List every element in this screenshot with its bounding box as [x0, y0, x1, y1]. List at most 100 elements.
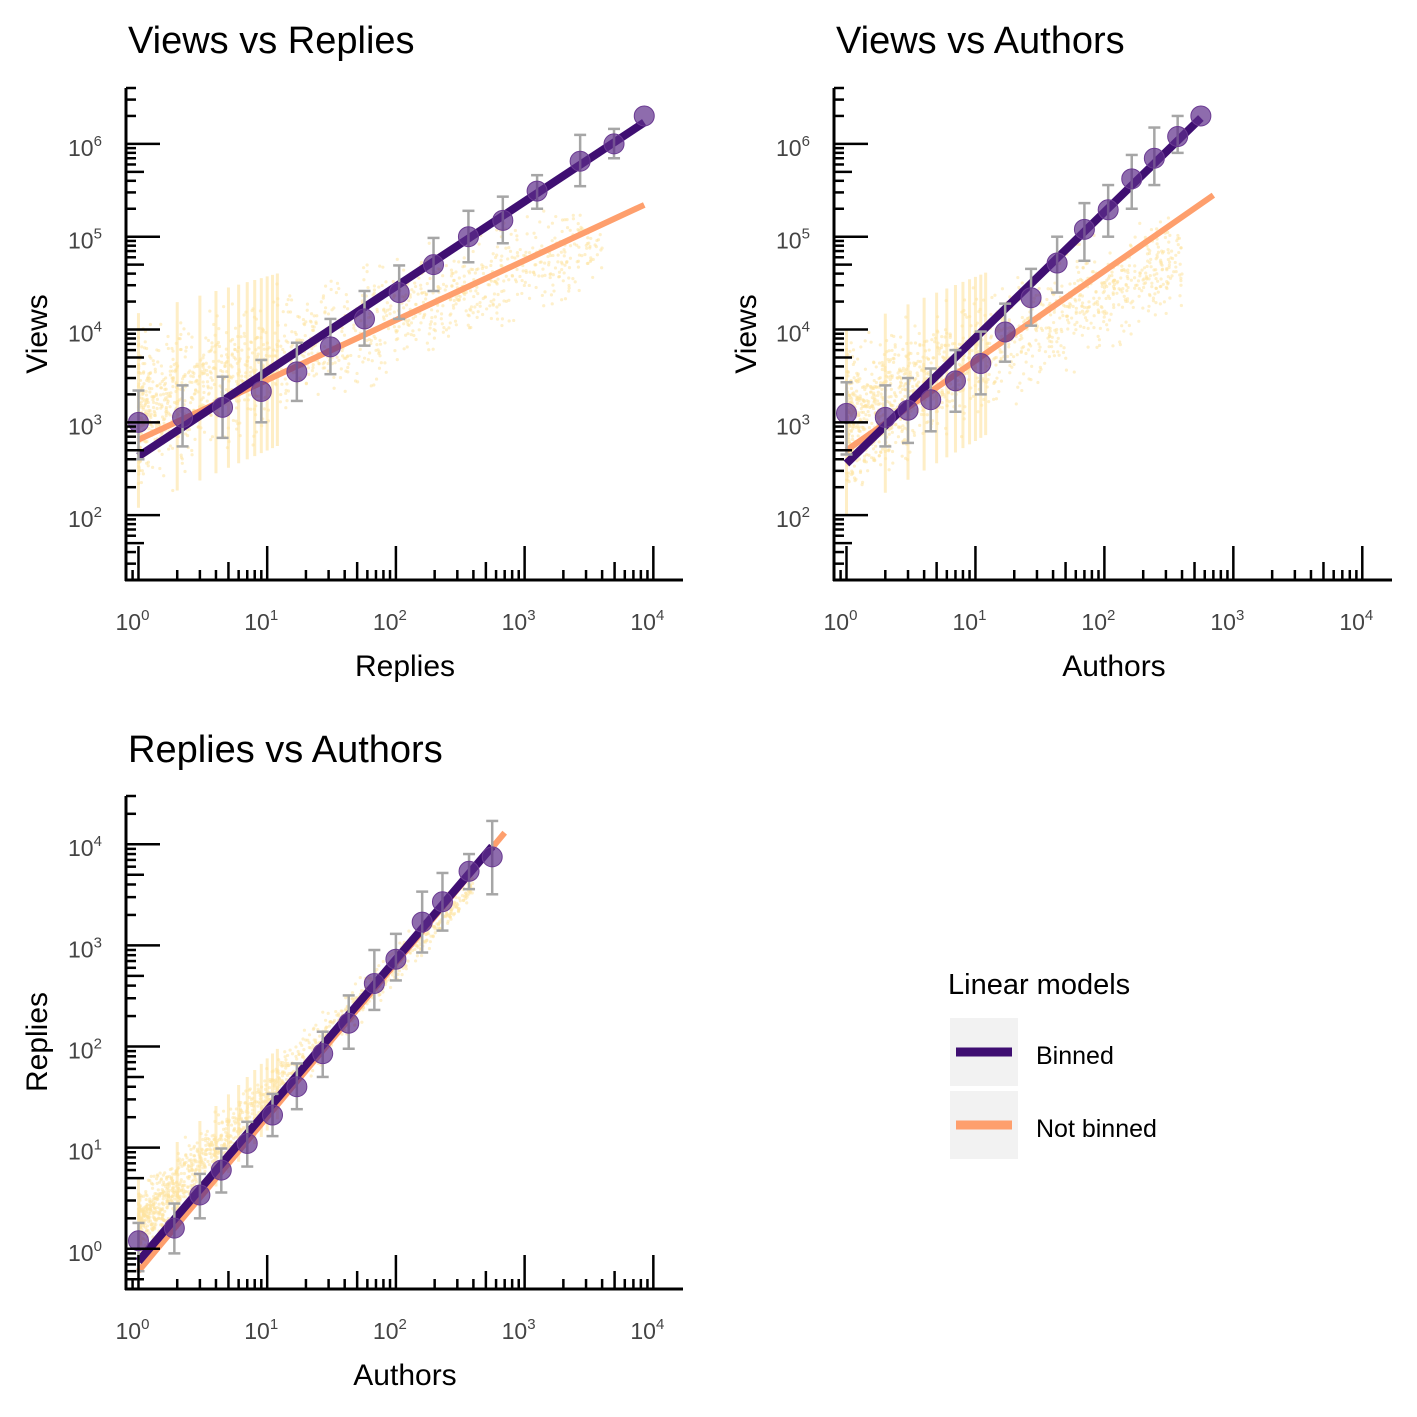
x-tick-base: 10	[630, 1318, 656, 1344]
raw-point	[464, 309, 468, 313]
raw-point	[890, 449, 895, 454]
raw-point	[500, 289, 504, 294]
raw-point	[1074, 306, 1078, 310]
raw-point	[181, 1190, 185, 1194]
raw-point	[162, 474, 166, 478]
x-tick-exponent: 1	[270, 607, 278, 624]
raw-point	[849, 472, 854, 477]
raw-point	[1134, 283, 1138, 287]
raw-point	[1125, 299, 1130, 303]
raw-point	[205, 399, 209, 403]
raw-point	[203, 1165, 207, 1170]
raw-point	[1153, 292, 1157, 296]
raw-point	[441, 330, 445, 334]
raw-point	[171, 349, 175, 353]
raw-point	[520, 291, 524, 296]
x-tick-exponent: 4	[656, 607, 664, 624]
raw-point	[189, 1147, 193, 1151]
raw-point	[201, 365, 205, 369]
raw-point	[549, 272, 553, 276]
raw-point	[518, 274, 522, 279]
raw-point	[442, 326, 446, 330]
raw-point	[158, 1191, 162, 1196]
raw-point	[876, 390, 880, 394]
raw-point	[263, 1079, 267, 1083]
raw-point	[1071, 304, 1075, 309]
raw-point	[160, 452, 164, 456]
raw-point	[350, 991, 355, 995]
raw-point	[522, 253, 526, 258]
raw-point	[495, 282, 499, 286]
raw-point	[182, 1180, 186, 1184]
x-tick-exponent: 1	[978, 607, 986, 624]
raw-point	[1150, 285, 1154, 289]
raw-point	[881, 402, 885, 406]
raw-point	[1167, 263, 1171, 267]
raw-point	[901, 366, 905, 370]
raw-point	[204, 1143, 208, 1147]
binned-point	[526, 180, 548, 202]
raw-point	[207, 391, 211, 395]
raw-point	[249, 1103, 254, 1108]
raw-point	[1133, 269, 1137, 274]
raw-point	[489, 279, 494, 283]
raw-point	[233, 357, 238, 361]
raw-point	[1132, 276, 1137, 280]
raw-point	[866, 402, 870, 406]
raw-point	[322, 360, 327, 364]
raw-point	[1098, 326, 1102, 330]
binned-point	[431, 891, 453, 913]
raw-point	[329, 287, 333, 292]
raw-point	[567, 265, 572, 270]
raw-point	[889, 403, 893, 407]
raw-point	[462, 280, 467, 284]
raw-point	[311, 363, 315, 367]
raw-point	[1123, 269, 1127, 273]
raw-point	[355, 371, 359, 376]
raw-point	[146, 1178, 151, 1182]
raw-point	[1086, 345, 1090, 349]
raw-point	[243, 398, 247, 402]
raw-point	[1061, 350, 1066, 355]
raw-point	[1147, 304, 1151, 308]
raw-point	[179, 321, 183, 325]
raw-point	[257, 360, 261, 364]
raw-point	[1156, 290, 1160, 294]
raw-point	[491, 252, 495, 256]
raw-point	[169, 1198, 173, 1202]
raw-point	[353, 329, 358, 333]
raw-point	[441, 304, 445, 308]
raw-point	[165, 1177, 169, 1181]
raw-point	[437, 926, 442, 931]
x-tick-exponent: 3	[527, 1316, 535, 1333]
raw-point	[913, 324, 917, 328]
raw-point	[1026, 348, 1031, 352]
raw-point	[301, 317, 306, 322]
raw-point	[314, 320, 318, 324]
raw-point	[419, 283, 423, 287]
raw-point	[468, 890, 472, 894]
raw-point	[307, 1041, 311, 1045]
raw-point	[488, 304, 492, 308]
raw-point	[156, 360, 160, 364]
raw-point	[361, 360, 365, 364]
raw-point	[1077, 270, 1081, 274]
raw-point	[1153, 313, 1157, 317]
raw-point	[168, 1167, 172, 1172]
raw-point	[306, 366, 310, 370]
x-tick-label: 101	[244, 1316, 278, 1344]
raw-point	[425, 282, 429, 286]
y-tick-exponent: 5	[802, 226, 810, 243]
raw-point	[880, 447, 885, 451]
raw-point	[1166, 230, 1170, 234]
raw-point	[210, 345, 214, 349]
x-tick-label: 104	[630, 1316, 664, 1344]
raw-point	[161, 1213, 165, 1217]
raw-point	[449, 297, 453, 301]
raw-point	[565, 226, 570, 230]
raw-point	[1142, 285, 1146, 290]
y-tick-exponent: 2	[802, 504, 810, 521]
raw-point	[400, 973, 404, 977]
raw-point	[1145, 277, 1149, 281]
raw-point	[384, 280, 388, 284]
